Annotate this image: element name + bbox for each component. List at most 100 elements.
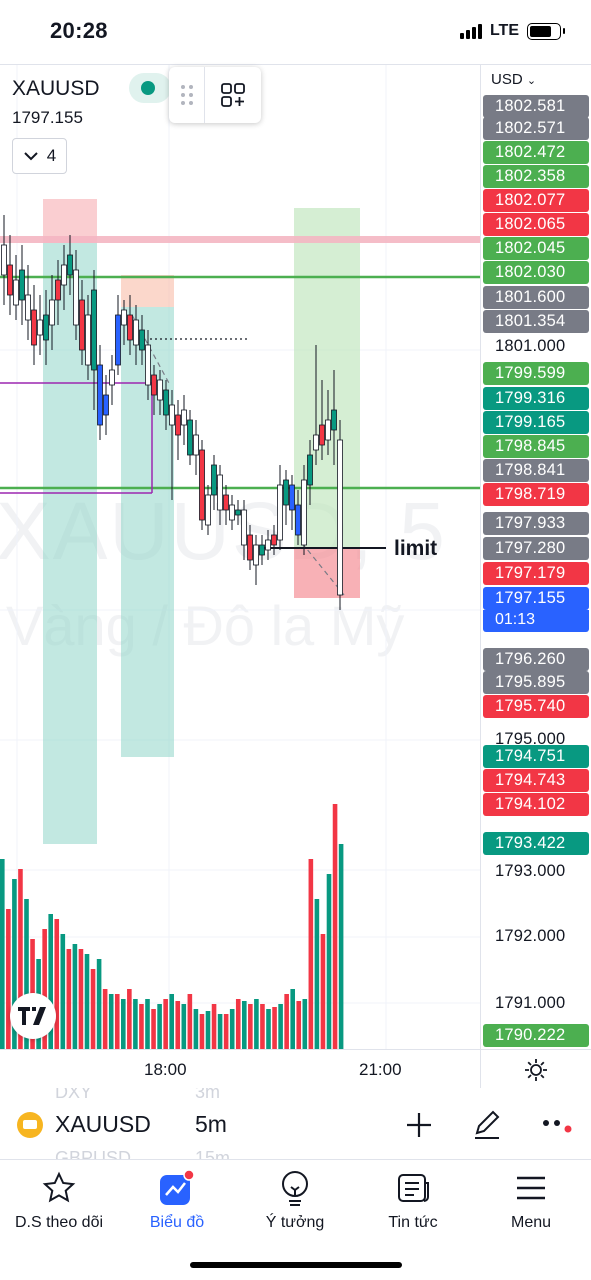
price-label: 1794.102 <box>483 793 589 816</box>
volume-bar <box>193 1009 199 1049</box>
nav-ideas[interactable]: Ý tưởng <box>236 1168 354 1232</box>
chart-settings-button[interactable] <box>480 1050 591 1090</box>
candle-body <box>259 544 265 556</box>
volume-bar <box>326 874 332 1049</box>
interval-picker[interactable]: 5m <box>195 1111 227 1137</box>
candle-body <box>139 329 145 351</box>
candle-body <box>19 269 25 301</box>
projection-line <box>301 542 345 596</box>
volume-bar <box>235 999 241 1049</box>
volume-bar <box>254 999 259 1049</box>
volume-bar <box>78 949 84 1049</box>
price-label: 1797.179 <box>483 562 589 585</box>
volume-bar <box>314 899 320 1049</box>
price-label: 1793.000 <box>495 862 566 880</box>
nav-chart[interactable]: Biểu đồ <box>118 1168 236 1232</box>
price-label: 1797.280 <box>483 537 589 560</box>
candle-body <box>1 244 7 276</box>
price-label: 1802.472 <box>483 141 589 164</box>
candle-body <box>283 479 289 506</box>
battery-icon <box>527 22 565 40</box>
volume-bar <box>60 934 66 1049</box>
symbol-bar: DXY 3m GBPUSD 15m XAUUSD 5m <box>0 1088 591 1160</box>
bottom-navigation: D.S theo dõi Biểu đồ Ý tưởng Tin tức Men… <box>0 1160 591 1280</box>
price-label: 1799.165 <box>483 411 589 434</box>
volume-bar <box>90 969 96 1049</box>
volume-bar <box>229 1009 235 1049</box>
indicators-toggle-button[interactable]: 4 <box>12 138 67 174</box>
candle-body <box>193 434 199 456</box>
symbol-title[interactable]: XAUUSD <box>12 77 100 100</box>
tradingview-logo-icon <box>18 1007 46 1025</box>
price-label: 1802.065 <box>483 213 589 236</box>
candle-body <box>277 484 283 541</box>
price-label: 1801.000 <box>495 337 566 355</box>
volume-bar <box>248 1004 253 1049</box>
volume-bar <box>296 1001 302 1049</box>
ghost-interval-below: 15m <box>195 1148 231 1160</box>
time-axis[interactable]: 18:00 21:00 <box>0 1049 591 1090</box>
price-label: 1802.045 <box>483 237 589 260</box>
candle-body <box>37 319 43 336</box>
price-label: 1797.933 <box>483 512 589 535</box>
symbol-picker[interactable]: XAUUSD <box>55 1111 151 1137</box>
volume-bar <box>12 879 17 1049</box>
candle-body <box>13 279 19 306</box>
candle-body <box>241 509 247 546</box>
home-indicator <box>190 1262 402 1268</box>
floating-toolbar[interactable] <box>169 67 261 123</box>
lightbulb-icon <box>282 1171 308 1206</box>
tradingview-logo[interactable] <box>10 993 56 1039</box>
nav-news[interactable]: Tin tức <box>354 1168 472 1232</box>
volume-bar <box>175 1001 181 1049</box>
price-label: 1795.000 <box>495 730 566 748</box>
volume-bar <box>338 844 344 1049</box>
volume-bar <box>133 999 138 1049</box>
indicator-count: 4 <box>46 146 57 165</box>
currency-selector[interactable]: USD ⌄ <box>491 71 536 88</box>
volume-bar <box>284 994 289 1049</box>
nav-watchlist[interactable]: D.S theo dõi <box>0 1168 118 1232</box>
bar-countdown: 01:13 <box>483 610 589 632</box>
price-label: 1795.895 <box>483 671 589 694</box>
price-label: 1795.740 <box>483 695 589 718</box>
candle-body <box>181 409 187 426</box>
candle-body <box>55 279 61 301</box>
ghost-symbol-below: GBPUSD <box>55 1148 132 1160</box>
candle-body <box>175 414 181 436</box>
candle-body <box>337 439 343 596</box>
nav-label: Menu <box>510 1214 552 1231</box>
volume-bar <box>18 869 23 1049</box>
candle-body <box>217 474 223 511</box>
chevron-down-icon <box>24 152 38 161</box>
price-chart[interactable] <box>0 65 480 1049</box>
price-label: 1798.841 <box>483 459 589 482</box>
candle-body <box>301 479 307 546</box>
candle-body <box>91 289 97 371</box>
volume-bar <box>108 994 114 1049</box>
price-axis[interactable]: USD ⌄ 1802.581 1802.571 1802.472 1802.358 18… <box>480 65 591 1049</box>
volume-bar <box>151 1009 156 1049</box>
nav-menu[interactable]: Menu <box>472 1168 590 1232</box>
volume-bar <box>290 989 295 1049</box>
add-button[interactable] <box>398 1104 440 1146</box>
candle-body <box>73 269 79 326</box>
volume-bar <box>42 929 47 1049</box>
candle-body <box>133 319 139 346</box>
chart-area[interactable]: XAUUSD, 5 Vàng / Đô la Mỹ XAUUSD 1797.15… <box>0 64 591 1090</box>
volume-bar <box>308 859 314 1049</box>
drag-handle-icon[interactable] <box>169 67 205 123</box>
status-time: 20:28 <box>50 18 108 43</box>
volume-bar <box>278 1004 283 1049</box>
add-widget-icon[interactable] <box>205 67 261 123</box>
market-status-indicator[interactable] <box>129 73 171 103</box>
candle-body <box>145 344 151 386</box>
nav-label: Tin tức <box>388 1214 438 1231</box>
drawing-tools-button[interactable] <box>466 1104 508 1146</box>
more-options-button[interactable] <box>536 1104 578 1146</box>
price-label: 1801.600 <box>483 286 589 309</box>
limit-annotation[interactable]: limit <box>394 537 438 560</box>
volume-bar <box>320 934 326 1049</box>
price-label: 1791.000 <box>495 994 566 1012</box>
volume-bar <box>127 989 132 1049</box>
